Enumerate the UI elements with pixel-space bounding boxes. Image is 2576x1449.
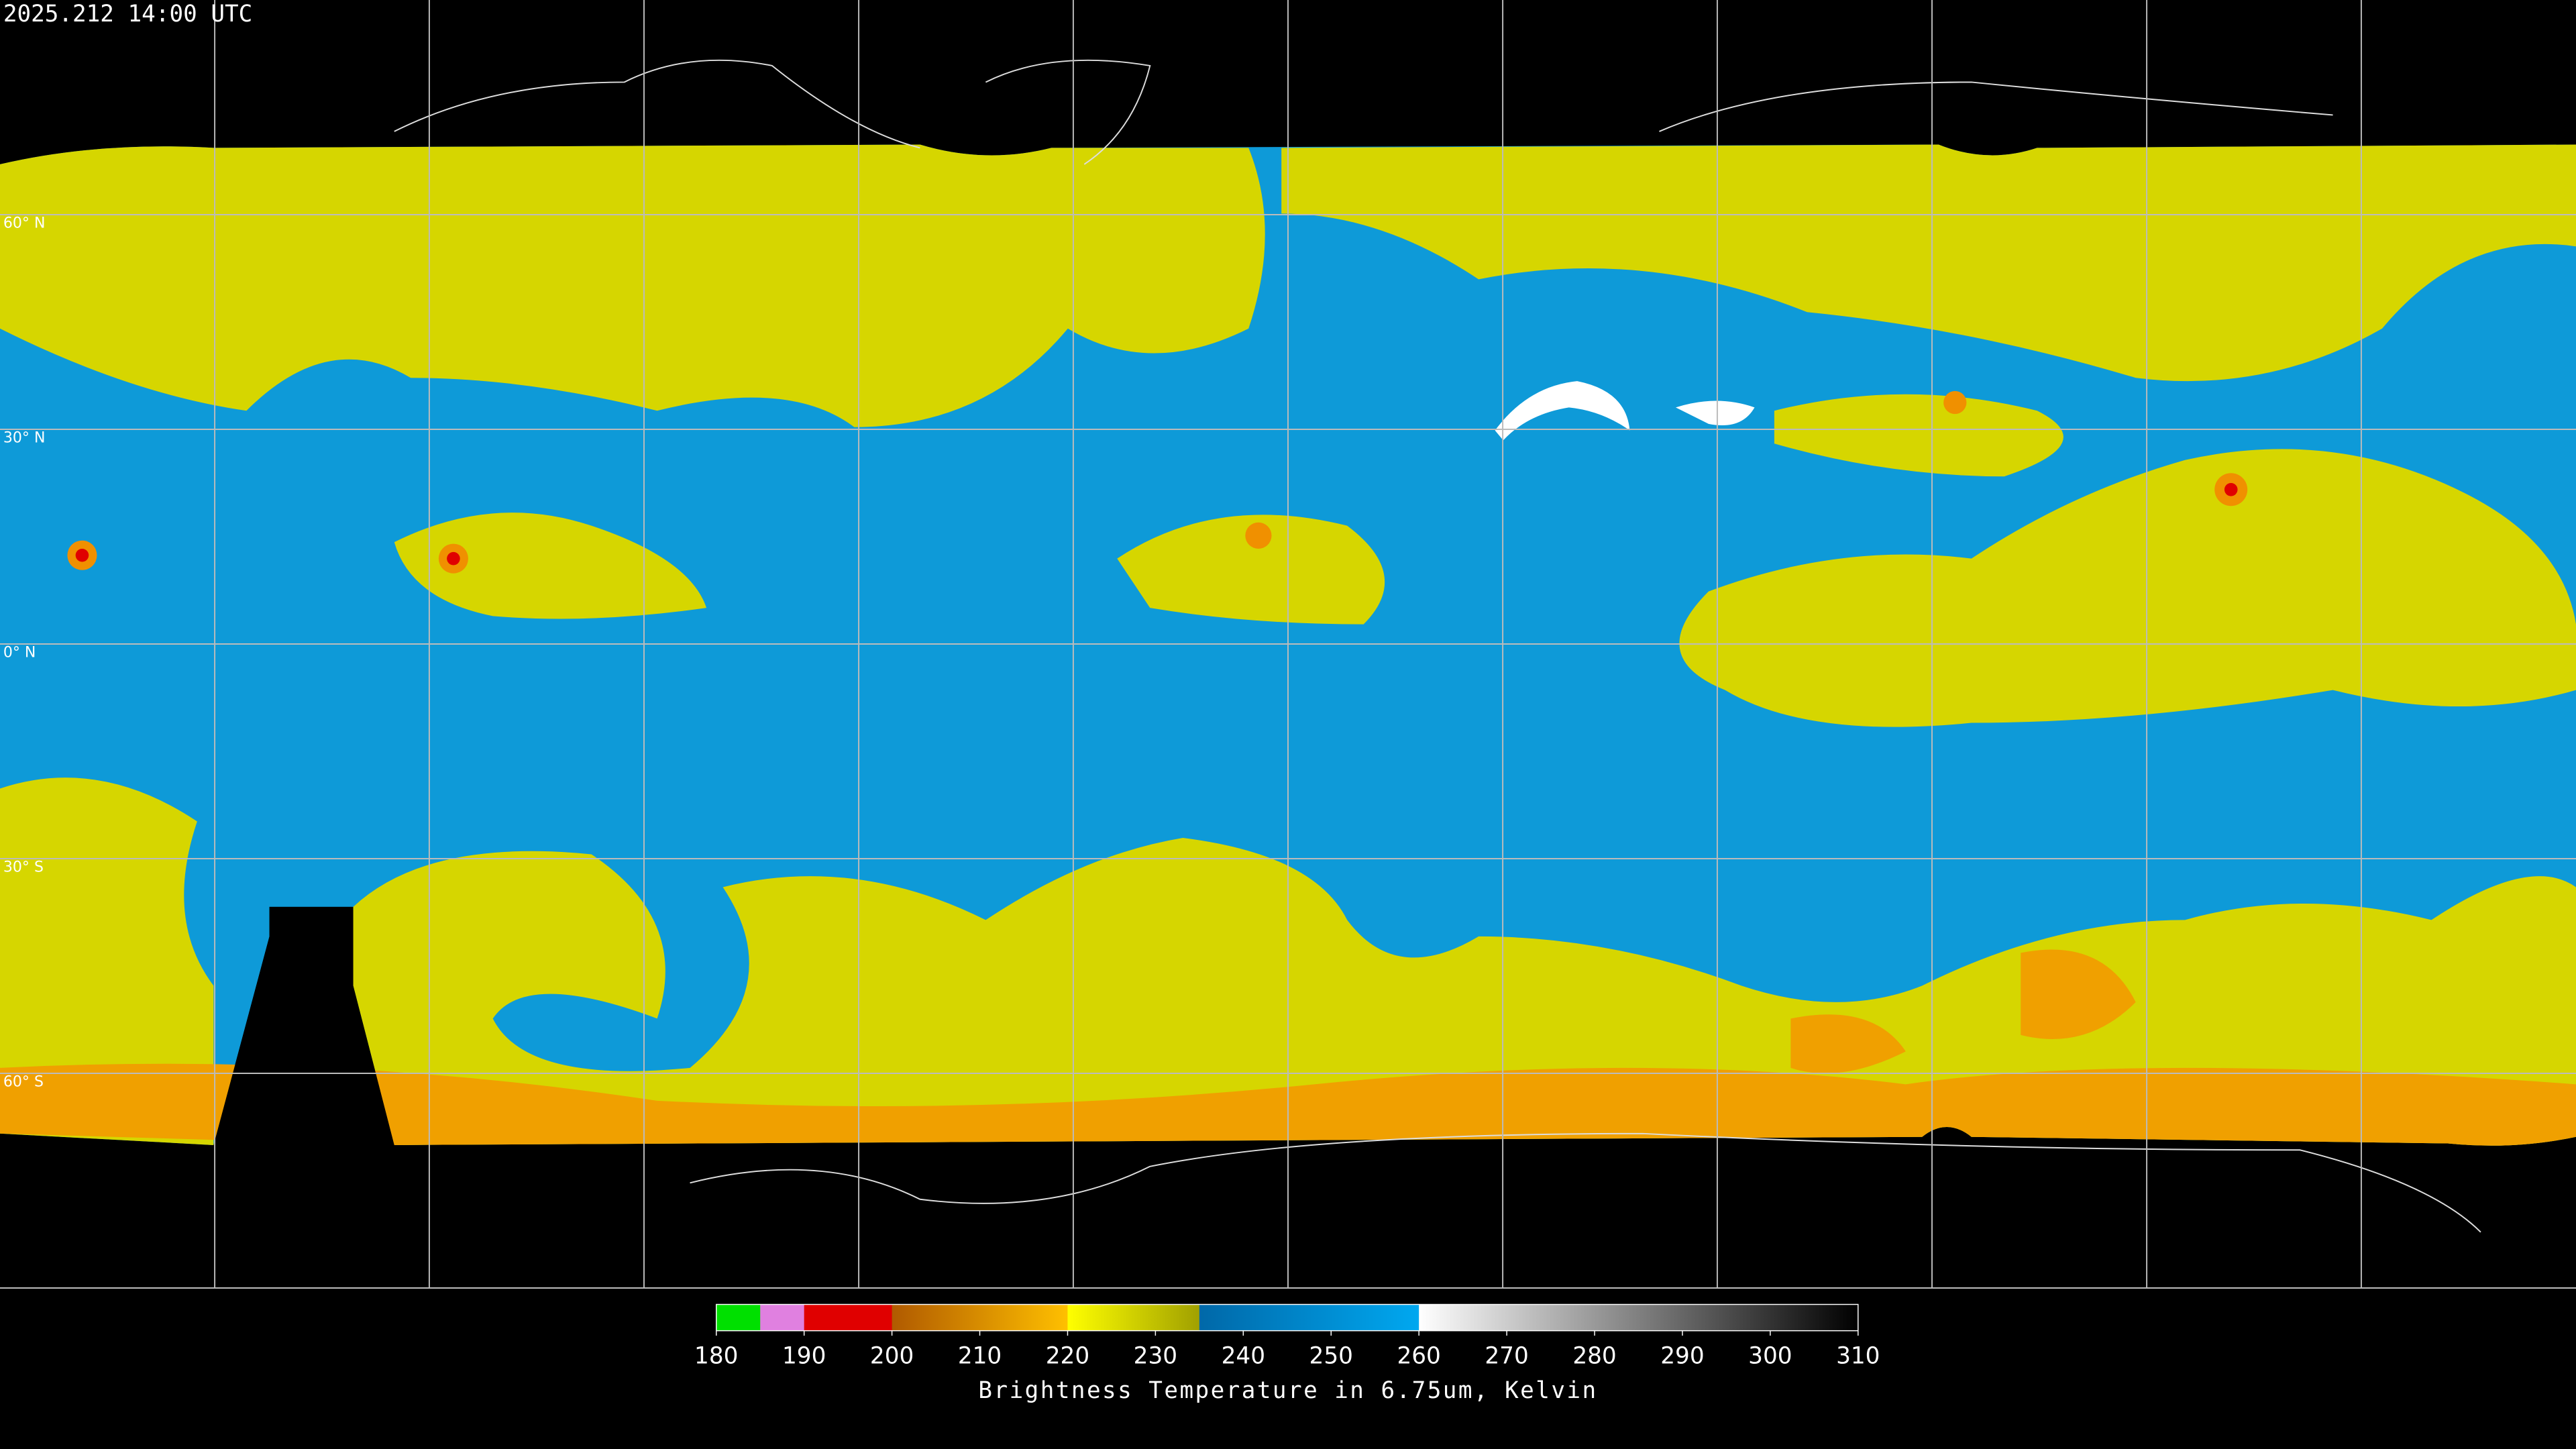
colorbar-tick-label: 210 bbox=[958, 1343, 1002, 1370]
moist-africa bbox=[1117, 515, 1385, 625]
colorbar-tick-label: 220 bbox=[1046, 1343, 1089, 1370]
moist-central-america bbox=[394, 513, 707, 619]
moist-india bbox=[1774, 394, 2063, 477]
moist-asia-tropics bbox=[1679, 449, 2576, 727]
colorbar-tick-label: 300 bbox=[1748, 1343, 1792, 1370]
colorbar-tick-label: 240 bbox=[1222, 1343, 1265, 1370]
colorbar-tick-label: 260 bbox=[1397, 1343, 1440, 1370]
cold-patch bbox=[2021, 949, 2136, 1039]
moist-eurasia bbox=[1281, 144, 2576, 382]
colorbar-segment bbox=[1067, 1304, 1200, 1331]
graticule bbox=[0, 0, 2576, 1288]
colorbar-segment bbox=[1419, 1304, 1859, 1331]
colorbar-segment bbox=[804, 1304, 893, 1331]
missing-data bbox=[213, 906, 394, 1145]
lat-label: 30° S bbox=[3, 859, 44, 876]
timestamp: 2025.212 14:00 UTC bbox=[3, 1, 252, 28]
storm-core bbox=[447, 551, 460, 566]
storm bbox=[1943, 390, 1967, 415]
colorbar-tick-label: 180 bbox=[694, 1343, 738, 1370]
colorbar-tick-label: 250 bbox=[1309, 1343, 1353, 1370]
colorbar-tick-label: 280 bbox=[1572, 1343, 1616, 1370]
colorbar-title: Brightness Temperature in 6.75um, Kelvin bbox=[978, 1377, 1597, 1404]
storm-core bbox=[2224, 483, 2238, 496]
lat-label: 30° N bbox=[3, 430, 46, 447]
colorbar-tick-label: 230 bbox=[1134, 1343, 1177, 1370]
colorbar-segment bbox=[760, 1304, 805, 1331]
storm bbox=[1245, 522, 1272, 549]
lat-label: 60° S bbox=[3, 1074, 44, 1091]
coastline bbox=[985, 59, 1151, 165]
colorbar-tick-label: 200 bbox=[870, 1343, 914, 1370]
colorbar-segment bbox=[716, 1304, 761, 1331]
coastline bbox=[1659, 81, 2333, 132]
warm-dry-patch bbox=[1495, 381, 1630, 441]
cold-patch bbox=[1790, 1014, 1906, 1073]
colorbar-tick-label: 310 bbox=[1836, 1343, 1880, 1370]
colorbar-frame bbox=[716, 1303, 1859, 1332]
coastline bbox=[690, 1132, 2481, 1233]
coastlines bbox=[394, 59, 2481, 1233]
moist-south-pacific-w bbox=[0, 777, 214, 1145]
colorbar-tick-label: 270 bbox=[1485, 1343, 1528, 1370]
colorbar-segment bbox=[892, 1304, 1069, 1331]
storm-core bbox=[75, 548, 89, 562]
colorbar-segment bbox=[1199, 1304, 1419, 1331]
lat-label: 0° N bbox=[3, 645, 36, 661]
colorbar-tick-label: 190 bbox=[782, 1343, 826, 1370]
coastline bbox=[394, 59, 920, 149]
moist-southern-ocean bbox=[353, 837, 2576, 1146]
warm-dry-patch bbox=[1675, 400, 1755, 426]
lat-label: 60° N bbox=[3, 215, 46, 232]
colorbar-tick-label: 290 bbox=[1660, 1343, 1704, 1370]
